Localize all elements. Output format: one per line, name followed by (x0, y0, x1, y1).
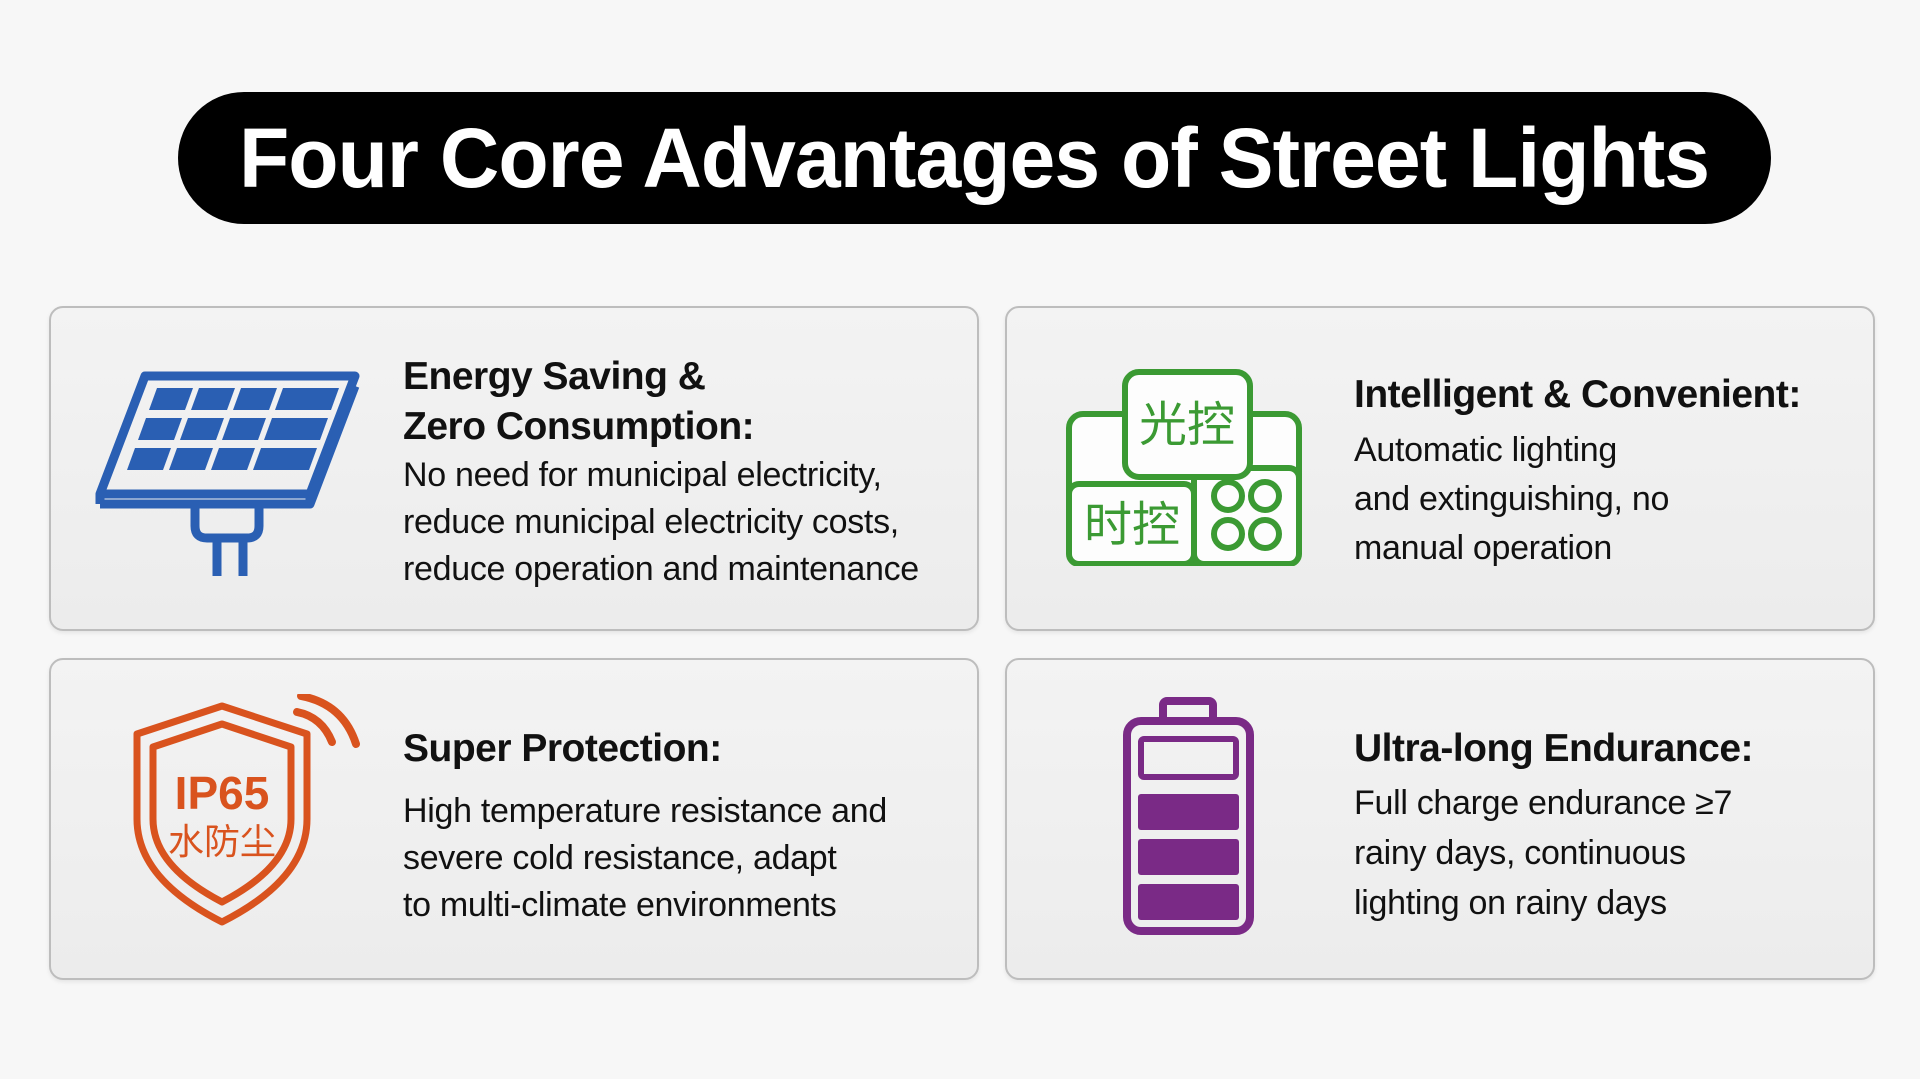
card-body-line: reduce operation and maintenance (403, 550, 919, 588)
card-protection: IP65 水防尘 Super Protection: High temperat… (49, 658, 979, 980)
card-body-line: Full charge endurance ≥7 (1354, 784, 1733, 822)
battery-icon (1123, 697, 1254, 935)
card-body-line: High temperature resistance and (403, 792, 887, 830)
icon-label: 时控 (1084, 497, 1180, 553)
card-body-line: to multi-climate environments (403, 886, 837, 924)
card-intelligent: 光控 时控 Intelligent & Convenient: Automati… (1005, 306, 1875, 631)
title-banner: Four Core Advantages of Street Lights (178, 92, 1771, 224)
solar-panel-icon (95, 371, 360, 576)
card-body-line: Automatic lighting (1354, 431, 1617, 469)
card-title-line: Energy Saving & (403, 355, 706, 398)
page-title: Four Core Advantages of Street Lights (239, 110, 1710, 205)
icon-label: 水防尘 (168, 822, 276, 863)
card-title-line: Intelligent & Convenient: (1354, 373, 1801, 416)
card-body-line: lighting on rainy days (1354, 884, 1667, 922)
card-body-line: reduce municipal electricity costs, (403, 503, 899, 541)
card-body-line: manual operation (1354, 529, 1612, 567)
card-endurance: Ultra-long Endurance: Full charge endura… (1005, 658, 1875, 980)
card-body-line: rainy days, continuous (1354, 834, 1686, 872)
ip65-shield-icon: IP65 水防尘 (133, 694, 360, 926)
card-title-line: Ultra-long Endurance: (1354, 727, 1754, 770)
card-energy-saving: Energy Saving & Zero Consumption: No nee… (49, 306, 979, 631)
card-title-line: Zero Consumption: (403, 405, 755, 448)
card-body-line: severe cold resistance, adapt (403, 839, 837, 877)
card-title-line: Super Protection: (403, 727, 722, 770)
icon-label: IP65 (175, 767, 270, 819)
smart-control-icon: 光控 时控 (1066, 369, 1302, 566)
icon-label: 光控 (1139, 397, 1235, 453)
card-body-line: and extinguishing, no (1354, 480, 1670, 518)
card-body-line: No need for municipal electricity, (403, 456, 882, 494)
